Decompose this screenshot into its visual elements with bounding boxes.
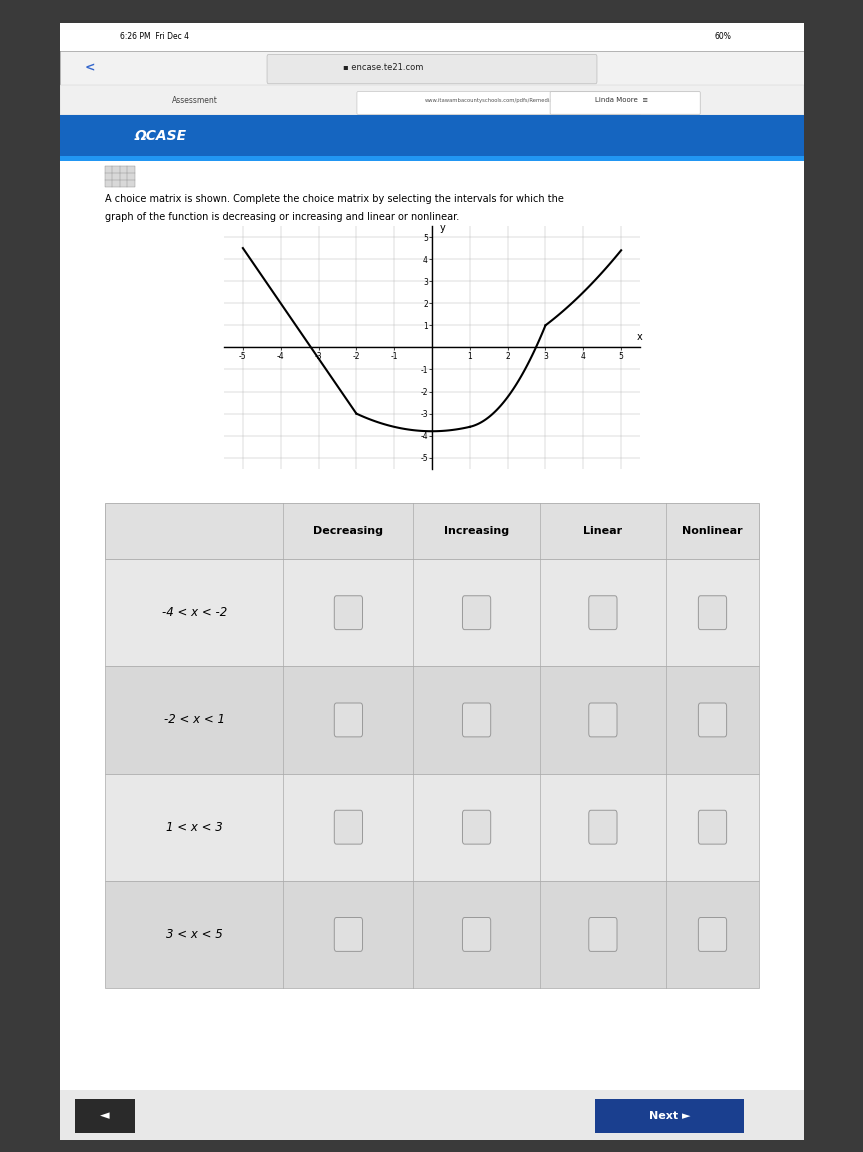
Bar: [75, 1099, 135, 1132]
FancyBboxPatch shape: [588, 596, 616, 630]
Bar: [105, 559, 758, 666]
Text: 1 < x < 3: 1 < x < 3: [166, 820, 223, 834]
FancyBboxPatch shape: [588, 703, 616, 737]
Text: -2 < x < 1: -2 < x < 1: [163, 713, 224, 727]
FancyBboxPatch shape: [356, 92, 640, 114]
Bar: [60, 156, 803, 160]
Text: 60%: 60%: [714, 32, 730, 41]
Bar: [60, 85, 803, 115]
Bar: [105, 881, 758, 988]
FancyBboxPatch shape: [462, 810, 490, 844]
Bar: [60, 160, 803, 1140]
Text: ◄: ◄: [100, 1109, 110, 1122]
FancyBboxPatch shape: [697, 596, 726, 630]
FancyBboxPatch shape: [462, 596, 490, 630]
FancyBboxPatch shape: [588, 810, 616, 844]
FancyBboxPatch shape: [334, 917, 362, 952]
Text: 6:26 PM  Fri Dec 4: 6:26 PM Fri Dec 4: [120, 32, 189, 41]
FancyBboxPatch shape: [334, 703, 362, 737]
FancyBboxPatch shape: [697, 810, 726, 844]
Text: Linda Moore  ≡: Linda Moore ≡: [595, 97, 647, 104]
Text: <: <: [85, 61, 95, 75]
FancyBboxPatch shape: [462, 703, 490, 737]
FancyBboxPatch shape: [334, 596, 362, 630]
Text: A choice matrix is shown. Complete the choice matrix by selecting the intervals : A choice matrix is shown. Complete the c…: [105, 195, 564, 204]
FancyBboxPatch shape: [588, 917, 616, 952]
Text: y: y: [439, 223, 444, 233]
Bar: [60, 51, 803, 85]
FancyBboxPatch shape: [550, 92, 699, 114]
FancyBboxPatch shape: [697, 703, 726, 737]
FancyBboxPatch shape: [334, 810, 362, 844]
Bar: [105, 166, 135, 187]
Text: Increasing: Increasing: [444, 525, 508, 536]
Text: Decreasing: Decreasing: [313, 525, 383, 536]
Bar: [60, 1090, 803, 1140]
Text: Nonlinear: Nonlinear: [682, 525, 742, 536]
Bar: [595, 1099, 743, 1132]
Text: graph of the function is decreasing or increasing and linear or nonlinear.: graph of the function is decreasing or i…: [105, 212, 459, 222]
Text: ΩCASE: ΩCASE: [135, 129, 186, 143]
Bar: [105, 502, 758, 559]
Text: Linear: Linear: [583, 525, 621, 536]
Bar: [105, 666, 758, 774]
Text: Next ►: Next ►: [648, 1111, 690, 1121]
Bar: [105, 774, 758, 881]
Text: Assessment: Assessment: [172, 96, 217, 105]
Bar: [60, 115, 803, 156]
Bar: [60, 23, 803, 51]
FancyBboxPatch shape: [462, 917, 490, 952]
Text: 3 < x < 5: 3 < x < 5: [166, 929, 223, 941]
Text: ▪ encase.te21.com: ▪ encase.te21.com: [343, 63, 423, 73]
FancyBboxPatch shape: [267, 54, 596, 84]
Text: www.itawambacountyschools.com/pdfs/Remediation2/7gr...: www.itawambacountyschools.com/pdfs/Remed…: [424, 98, 581, 103]
Text: x: x: [636, 332, 642, 342]
FancyBboxPatch shape: [697, 917, 726, 952]
Text: -4 < x < -2: -4 < x < -2: [161, 606, 227, 619]
